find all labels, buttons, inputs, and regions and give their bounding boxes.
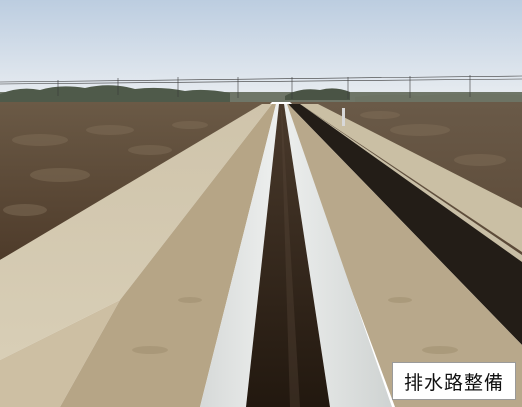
right-path (282, 104, 522, 407)
power-lines (0, 75, 522, 99)
marker-post (342, 108, 345, 126)
caption-text: 排水路整備 (403, 371, 504, 394)
path-texture (132, 297, 458, 354)
channel-left-wall (200, 104, 279, 407)
sky (0, 0, 522, 100)
distant-treeline (0, 85, 522, 102)
caption-box: 排水路整備 (392, 362, 516, 400)
water-reflection (281, 110, 300, 407)
channel-water (246, 104, 330, 407)
left-path (60, 104, 276, 407)
channel-right-wall (284, 104, 392, 407)
left-field-texture (3, 121, 208, 216)
left-embankment (0, 104, 272, 360)
left-embankment-lower (0, 300, 120, 407)
right-bank-strip (300, 104, 522, 252)
